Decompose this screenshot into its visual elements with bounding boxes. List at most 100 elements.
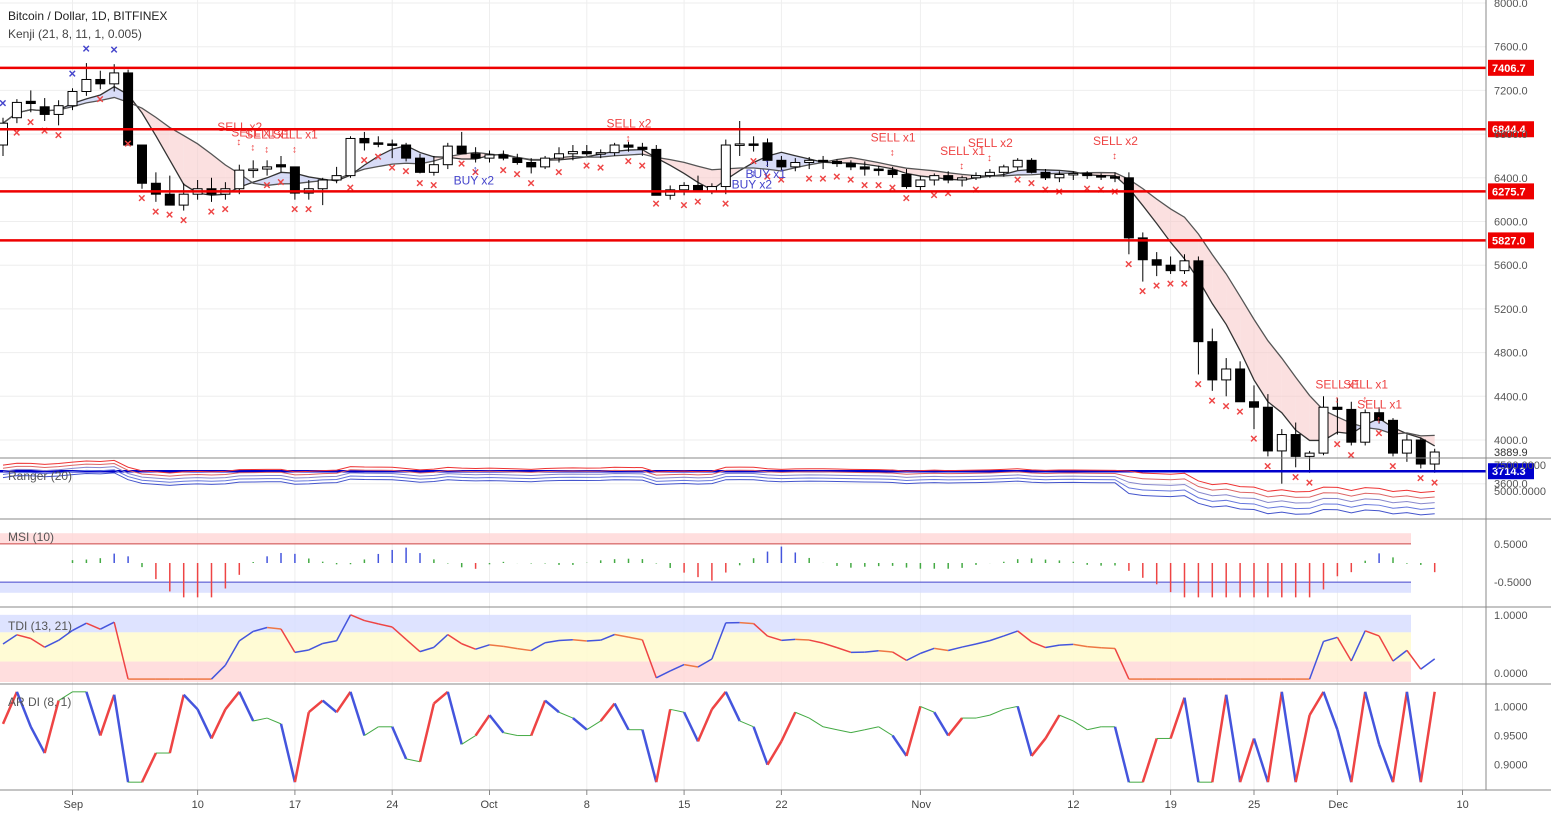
resistance-tag-label: 5827.0: [1492, 235, 1526, 247]
ardi-line-segment: [544, 699, 560, 714]
ardi-line-segment: [1308, 691, 1325, 716]
sell-marker: ×: [180, 213, 188, 228]
price-tick-label: 4400.0: [1494, 391, 1528, 403]
ardi-line-segment: [1377, 743, 1395, 783]
ardi-line-segment: [15, 691, 32, 728]
tdi-line-segment: [113, 622, 129, 680]
candle: [415, 153, 425, 174]
ardi-line-segment: [752, 726, 769, 766]
ranger-line: [2, 466, 1435, 505]
candle-body: [1249, 401, 1259, 408]
tdi-line-segment: [72, 622, 87, 632]
tdi-line-segment: [350, 614, 365, 622]
ardi-line-segment: [1, 691, 19, 725]
x-tick-label: Oct: [481, 799, 498, 811]
tdi-line-segment: [767, 635, 782, 642]
ardi-line-segment: [321, 699, 338, 714]
tdi-line-segment: [711, 622, 727, 660]
ardi-line-segment: [1322, 691, 1339, 731]
ardi-line-segment: [1030, 737, 1047, 757]
cloud-segment: [267, 172, 281, 186]
ardi-line-segment: [1003, 705, 1018, 710]
ardi-line-segment: [989, 708, 1004, 716]
sell-marker: ×: [1417, 470, 1425, 485]
sell-marker: ×: [1306, 475, 1314, 490]
cloud-segment: [1198, 233, 1213, 304]
sell-marker: ×: [805, 171, 813, 186]
price-tick-label: 5600.0: [1494, 260, 1528, 272]
candle-body: [1110, 176, 1120, 179]
candle-body: [1332, 406, 1343, 410]
cloud-segment: [1281, 358, 1296, 431]
tdi-line-segment: [447, 633, 463, 645]
ardi-line-segment: [253, 717, 268, 722]
ardi-line-segment: [905, 706, 922, 757]
signal-arrow: ↕: [751, 169, 756, 180]
sell-marker: ×: [1431, 475, 1439, 490]
tdi-line-segment: [920, 647, 935, 655]
sell-marker: ×: [402, 163, 410, 178]
ardi-line-segment: [405, 758, 421, 763]
candle-body: [498, 154, 509, 159]
candle: [1068, 171, 1079, 180]
tdi-line-segment: [294, 649, 309, 654]
x-tick-label: 8: [584, 799, 590, 811]
candle-body: [1207, 341, 1218, 381]
candle: [11, 99, 22, 124]
sell-marker: ×: [416, 175, 424, 190]
tdi-line-segment: [544, 639, 560, 644]
candle-body: [526, 162, 537, 168]
candle-body: [1096, 175, 1107, 178]
candle: [1151, 252, 1162, 277]
tdi-line-segment: [1101, 646, 1116, 650]
tdi-line-segment: [572, 639, 587, 642]
sell-marker: ×: [1194, 376, 1202, 391]
candle: [1165, 256, 1176, 274]
tdi-line-segment: [961, 643, 977, 648]
cloud-segment: [670, 159, 685, 174]
candle-body: [39, 106, 50, 115]
resistance-tag: [1488, 232, 1534, 249]
candle: [567, 145, 578, 161]
candle: [540, 155, 551, 170]
tdi-line-segment: [697, 658, 713, 668]
ardi-line-segment: [224, 691, 241, 711]
tdi-line-segment: [1420, 658, 1436, 670]
candle: [178, 183, 189, 211]
tdi-line-segment: [753, 623, 769, 637]
candle: [53, 100, 64, 126]
candle: [262, 160, 273, 176]
sell-marker: ×: [472, 165, 480, 180]
candle-body: [248, 168, 259, 172]
candle: [123, 69, 134, 146]
tdi-line-segment: [1406, 649, 1422, 670]
sell-marker: ×: [499, 162, 507, 177]
candle: [428, 155, 439, 176]
ardi-line-segment: [503, 732, 518, 737]
sell-marker: ×: [847, 172, 855, 187]
candle: [651, 145, 662, 196]
ardi-line-segment: [1224, 694, 1242, 783]
sell-marker: ×: [1208, 393, 1216, 408]
candle: [637, 142, 648, 156]
x-tick-label: 19: [1165, 799, 1177, 811]
ardi-line-segment: [891, 734, 908, 757]
ardi-line-segment: [364, 726, 379, 736]
candle-body: [512, 157, 523, 164]
ardi-line-segment: [613, 702, 630, 731]
sell-marker: ×: [458, 156, 466, 171]
sell-marker: ×: [750, 154, 758, 169]
tdi-line-segment: [809, 639, 824, 644]
candle: [859, 161, 870, 176]
tdi-line-segment: [308, 642, 324, 651]
signal-label: SELL x2: [1093, 134, 1138, 148]
sell-marker: ×: [1250, 431, 1258, 446]
tdi-line-segment: [795, 638, 810, 641]
signal-arrow: ↕: [236, 137, 241, 148]
candle-body: [1374, 412, 1385, 421]
candle: [39, 98, 50, 121]
ardi-line-segment: [878, 726, 893, 736]
candle-body: [1012, 159, 1023, 168]
signal-arrow: ↕: [250, 142, 255, 153]
